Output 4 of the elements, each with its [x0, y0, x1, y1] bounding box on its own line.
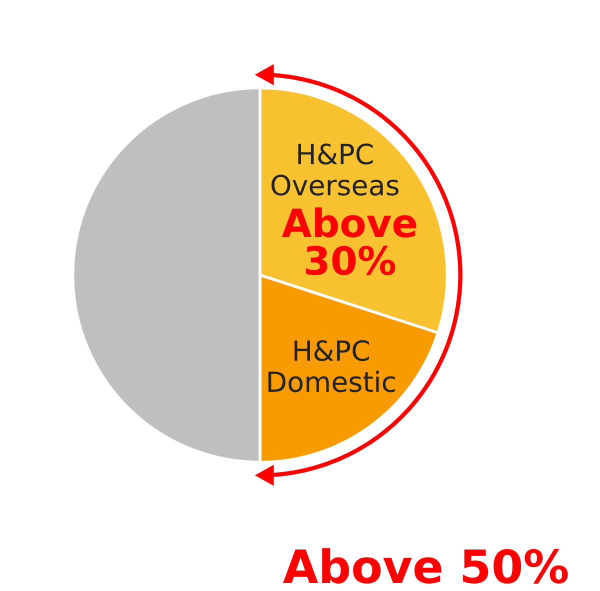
- slice-label: H&PC Overseas: [272, 144, 398, 196]
- slice-label: H&PC Domestic: [268, 340, 395, 392]
- text: Above 30%: [282, 207, 416, 276]
- text: Above 50%: [283, 548, 568, 584]
